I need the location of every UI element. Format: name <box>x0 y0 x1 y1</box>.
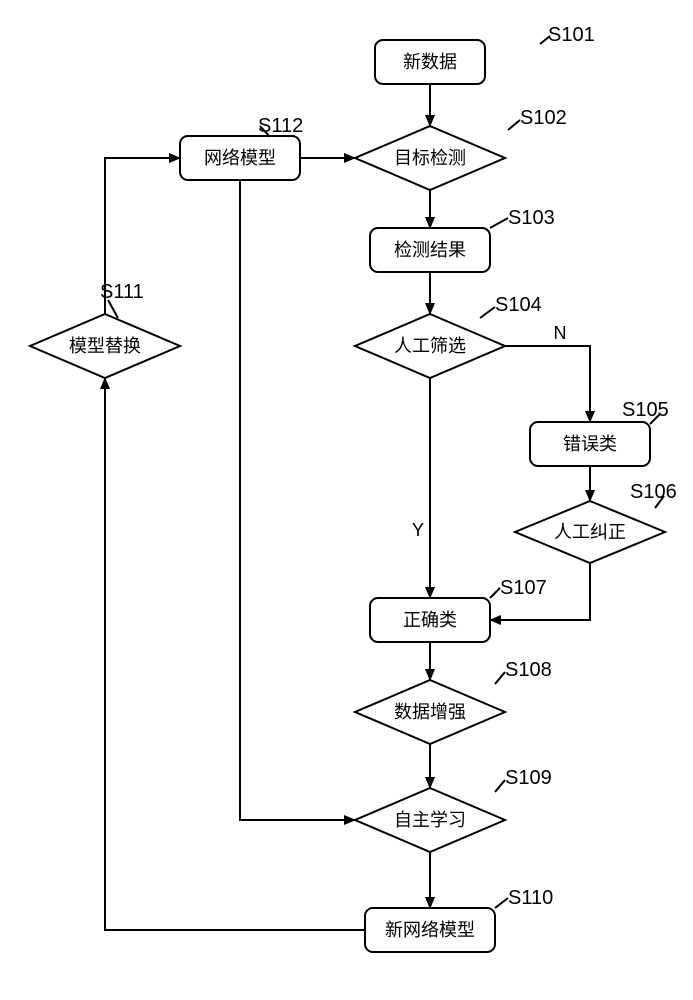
node-label-s102: 目标检测 <box>394 148 466 168</box>
leader-s107 <box>490 588 500 598</box>
node-s105: 错误类 <box>530 422 650 466</box>
node-label-s108: 数据增强 <box>394 702 466 722</box>
node-s106: 人工纠正 <box>515 501 665 563</box>
node-label-s101: 新数据 <box>403 52 457 72</box>
step-label-s112: S112 <box>258 115 303 137</box>
edge-label-Y: Y <box>412 520 424 540</box>
flowchart: 新数据目标检测检测结果人工筛选错误类人工纠正正确类数据增强自主学习新网络模型 模型… <box>0 0 693 1000</box>
leader-s103 <box>490 218 508 228</box>
node-label-s111: 模型替换 <box>69 336 141 356</box>
node-s111: 模型替换 <box>30 314 180 378</box>
node-label-s103: 检测结果 <box>394 240 466 260</box>
step-label-s103: S103 <box>508 207 555 229</box>
step-label-s111: S111 <box>100 281 144 303</box>
edge-s110-s111 <box>105 378 365 930</box>
node-label-s109: 自主学习 <box>394 810 466 830</box>
node-label-s105: 错误类 <box>563 434 617 454</box>
edge-label-N: N <box>554 323 567 343</box>
node-label-s104: 人工筛选 <box>394 336 466 356</box>
step-label-s109: S109 <box>505 767 552 789</box>
node-label-s112: 网络模型 <box>204 148 276 168</box>
step-label-s106: S106 <box>630 481 677 503</box>
node-s102: 目标检测 <box>355 126 505 190</box>
edge-s112-s109 <box>240 180 355 820</box>
node-s103: 检测结果 <box>370 228 490 272</box>
node-label-s107: 正确类 <box>403 610 457 630</box>
step-label-s110: S110 <box>508 887 553 909</box>
step-label-s101: S101 <box>548 24 595 46</box>
leader-s108 <box>495 672 505 684</box>
step-label-s108: S108 <box>505 659 552 681</box>
node-label-s110: 新网络模型 <box>385 920 475 940</box>
node-s107: 正确类 <box>370 598 490 642</box>
leader-s102 <box>508 120 520 130</box>
step-label-s102: S102 <box>520 107 567 129</box>
leader-s104 <box>480 307 495 318</box>
leader-s109 <box>495 780 505 792</box>
node-s109: 自主学习 <box>355 788 505 852</box>
node-s101: 新数据 <box>375 40 485 84</box>
leader-s110 <box>495 898 508 908</box>
node-s104: 人工筛选 <box>355 314 505 378</box>
node-s108: 数据增强 <box>355 680 505 744</box>
step-label-s104: S104 <box>495 294 542 316</box>
step-label-s107: S107 <box>500 577 547 599</box>
node-s110: 新网络模型 <box>365 908 495 952</box>
edge-s104-s105 <box>505 346 590 422</box>
node-label-s106: 人工纠正 <box>554 522 626 542</box>
node-s112: 网络模型 <box>180 136 300 180</box>
step-label-s105: S105 <box>622 399 669 421</box>
